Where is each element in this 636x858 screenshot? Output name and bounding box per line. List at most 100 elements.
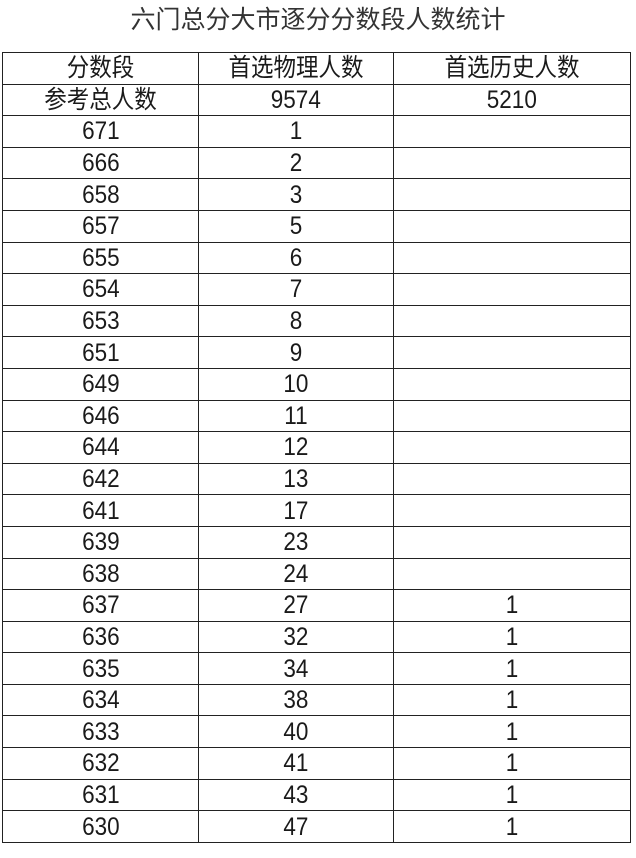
table-row: 651 9 <box>2 336 631 369</box>
table-row: 666 2 <box>2 146 631 180</box>
score-cell: 638 <box>2 557 199 591</box>
history-count-cell-text: 1 <box>505 749 519 778</box>
physics-count-cell-text: 24 <box>283 559 309 588</box>
physics-count-cell-text: 40 <box>283 717 309 746</box>
table-row: 671 1 <box>2 115 631 148</box>
table-row: 639 23 <box>2 525 631 559</box>
history-count-cell-text: 1 <box>505 654 519 683</box>
history-count-cell <box>393 273 631 306</box>
score-cell: 637 <box>2 589 199 622</box>
physics-count-cell-text: 34 <box>283 654 309 683</box>
physics-count-cell: 47 <box>198 810 394 843</box>
physics-count-cell: 6 <box>198 241 394 275</box>
score-cell: 649 <box>2 367 199 401</box>
physics-count-cell-text: 6 <box>289 243 303 272</box>
physics-count-cell: 38 <box>198 683 394 717</box>
score-cell-text: 658 <box>81 180 120 209</box>
table-row: 657 5 <box>2 209 631 243</box>
score-cell-text: 651 <box>81 338 120 367</box>
history-count-cell: 1 <box>393 747 631 780</box>
history-count-cell <box>393 115 631 148</box>
total-history: 5210 <box>393 83 631 117</box>
physics-count-cell: 24 <box>198 557 394 591</box>
table-row: 637 27 1 <box>2 589 631 622</box>
score-cell-text: 639 <box>81 528 120 557</box>
header-row: 分数段 首选物理人数 首选历史人数 <box>2 52 631 85</box>
history-count-cell <box>393 525 631 559</box>
physics-count-cell-text: 11 <box>284 401 308 430</box>
history-count-cell <box>393 431 631 464</box>
history-count-cell: 1 <box>393 715 631 749</box>
physics-count-cell: 27 <box>198 589 394 622</box>
history-count-cell-text: 1 <box>505 686 519 715</box>
score-cell: 657 <box>2 209 199 243</box>
score-cell-text: 653 <box>81 307 120 336</box>
score-cell: 632 <box>2 747 199 780</box>
table-row: 635 34 1 <box>2 652 631 685</box>
score-cell: 644 <box>2 431 199 464</box>
table-row: 633 40 1 <box>2 715 631 749</box>
score-cell: 671 <box>2 115 199 148</box>
physics-count-cell: 13 <box>198 462 394 496</box>
score-cell-text: 630 <box>81 812 120 841</box>
history-count-cell <box>393 209 631 243</box>
score-cell: 631 <box>2 778 199 812</box>
history-count-cell: 1 <box>393 620 631 654</box>
header-score: 分数段 <box>2 52 199 85</box>
total-history-text: 5210 <box>486 85 538 114</box>
physics-count-cell: 1 <box>198 115 394 148</box>
physics-count-cell-text: 9 <box>289 338 303 367</box>
table-row: 632 41 1 <box>2 747 631 780</box>
score-cell: 639 <box>2 525 199 559</box>
history-count-cell: 1 <box>393 778 631 812</box>
physics-count-cell: 34 <box>198 652 394 685</box>
score-cell-text: 655 <box>81 243 120 272</box>
physics-count-cell: 10 <box>198 367 394 401</box>
score-cell: 666 <box>2 146 199 180</box>
physics-count-cell-text: 2 <box>289 149 303 178</box>
table-row: 636 32 1 <box>2 620 631 654</box>
score-cell-text: 654 <box>81 275 120 304</box>
table-row: 642 13 <box>2 462 631 496</box>
history-count-cell <box>393 178 631 211</box>
table-row: 655 6 <box>2 241 631 275</box>
history-count-cell <box>393 367 631 401</box>
physics-count-cell: 12 <box>198 431 394 464</box>
score-cell: 654 <box>2 273 199 306</box>
score-cell-text: 642 <box>81 465 120 494</box>
table-row: 630 47 1 <box>2 810 631 843</box>
physics-count-cell-text: 41 <box>283 749 309 778</box>
score-cell-text: 638 <box>81 559 120 588</box>
header-score-text: 分数段 <box>66 54 135 83</box>
physics-count-cell-text: 47 <box>283 812 309 841</box>
header-history: 首选历史人数 <box>393 52 631 85</box>
physics-count-cell-text: 3 <box>289 180 303 209</box>
score-cell: 635 <box>2 652 199 685</box>
score-cell-text: 649 <box>81 370 120 399</box>
total-row: 参考总人数 9574 5210 <box>2 83 631 117</box>
history-count-cell-text: 1 <box>505 780 519 809</box>
score-cell: 641 <box>2 494 199 527</box>
total-label-text: 参考总人数 <box>44 85 157 114</box>
score-cell-text: 632 <box>81 749 120 778</box>
table-row: 658 3 <box>2 178 631 211</box>
table-row: 649 10 <box>2 367 631 401</box>
physics-count-cell-text: 1 <box>289 117 303 146</box>
score-cell: 630 <box>2 810 199 843</box>
history-count-cell <box>393 399 631 433</box>
history-count-cell <box>393 241 631 275</box>
score-cell-text: 641 <box>81 496 120 525</box>
score-cell: 636 <box>2 620 199 654</box>
physics-count-cell-text: 8 <box>289 307 303 336</box>
physics-count-cell-text: 12 <box>283 433 309 462</box>
total-physics-text: 9574 <box>270 85 322 114</box>
physics-count-cell-text: 27 <box>283 591 309 620</box>
physics-count-cell: 40 <box>198 715 394 749</box>
physics-count-cell-text: 5 <box>289 212 303 241</box>
score-cell-text: 635 <box>81 654 120 683</box>
score-cell: 653 <box>2 304 199 338</box>
header-physics-text: 首选物理人数 <box>228 54 364 83</box>
physics-count-cell-text: 13 <box>283 465 309 494</box>
header-physics: 首选物理人数 <box>198 52 394 85</box>
score-cell-text: 657 <box>81 212 120 241</box>
